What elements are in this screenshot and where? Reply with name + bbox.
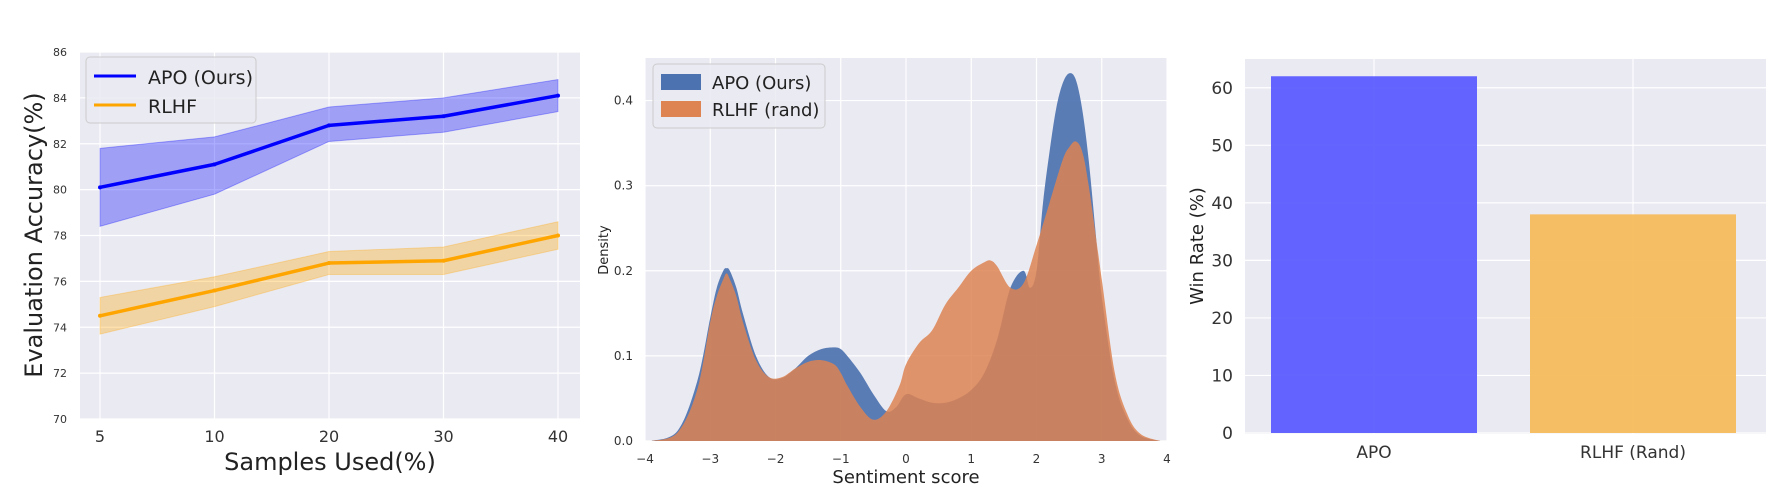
chart1-point-rlhf: [212, 288, 217, 293]
chart3-y-axis-label: Win Rate (%): [1187, 187, 1208, 305]
chart2-legend-swatch-apo: [661, 74, 701, 90]
chart1-point-rlhf: [556, 233, 560, 238]
chart1-legend-label-rlhf: RLHF: [148, 96, 197, 118]
chart2-x-tick-labels: −4 −3 −2 −1 0 1 2 3 4: [636, 452, 1171, 466]
chart1-x-tick-label: 5: [95, 427, 105, 446]
chart1-legend: APO (Ours) RLHF: [85, 56, 257, 124]
chart1-y-tick-label: 72: [53, 367, 67, 380]
chart2-y-tick-label: 0.2: [614, 264, 633, 278]
chart3-y-tick-label: 0: [1222, 424, 1233, 444]
chart1-point-rlhf: [327, 261, 331, 266]
chart3-bars: [1271, 76, 1736, 433]
chart1-y-tick-label: 74: [53, 321, 67, 334]
sentiment-density-chart: 0.0 0.1 0.2 0.3 0.4 −4 −3 −2 −1 0 1 2 3 4 Sentiment …: [597, 58, 1171, 488]
chart2-x-tick-label: −4: [636, 452, 654, 466]
chart1-band-rlhf: [99, 221, 559, 335]
chart1-point-apo: [98, 185, 102, 190]
chart1-legend-label-apo: APO (Ours): [148, 67, 253, 89]
chart1-y-tick-label: 70: [53, 413, 67, 426]
chart1-y-tick-label: 84: [53, 92, 67, 105]
chart3-x-tick-label: APO: [1356, 443, 1391, 463]
chart2-x-tick-label: −3: [701, 452, 719, 466]
chart2-y-tick-label: 0.3: [614, 179, 633, 193]
chart2-x-axis-label: Sentiment score: [832, 467, 979, 488]
chart1-point-apo: [212, 162, 217, 167]
chart2-x-tick-label: −1: [832, 452, 850, 466]
chart2-x-tick-label: 0: [902, 452, 910, 466]
chart3-x-tick-label: RLHF (Rand): [1580, 443, 1686, 463]
chart2-area-rlhf: [651, 141, 1161, 441]
chart1-x-axis-label: Samples Used(%): [224, 448, 436, 476]
chart1-y-tick-label: 78: [53, 230, 67, 243]
chart3-y-tick-label: 40: [1211, 194, 1233, 214]
chart3-bar-apo: [1271, 76, 1477, 433]
chart1-point-rlhf: [98, 313, 102, 318]
chart1-y-axis-label: Evaluation Accuracy(%): [20, 92, 48, 377]
chart2-y-tick-label: 0.0: [614, 434, 633, 448]
chart2-x-tick-label: 1: [967, 452, 975, 466]
chart1-point-apo: [556, 93, 560, 98]
chart3-y-tick-label: 20: [1211, 309, 1233, 329]
chart1-point-apo: [327, 123, 331, 128]
chart3-y-tick-label: 50: [1211, 136, 1233, 156]
chart1-x-tick-label: 40: [548, 427, 568, 446]
chart3-y-tick-label: 60: [1211, 79, 1233, 99]
chart1-y-tick-label: 80: [53, 184, 67, 197]
win-rate-bar-chart: 0 10 20 30 40 50 60 APO RLHF (Rand) Win Rate (%…: [1187, 59, 1766, 463]
chart1-point-apo: [441, 114, 446, 119]
chart2-legend-label-rlhf: RLHF (rand): [712, 100, 819, 121]
chart1-y-tick-label: 76: [53, 275, 67, 288]
chart2-density-areas: [651, 73, 1161, 441]
chart1-x-tick-label: 30: [433, 427, 453, 446]
chart2-y-axis-label: Density: [597, 225, 612, 275]
chart2-x-tick-label: 2: [1033, 452, 1041, 466]
chart3-bar-rlhf-rand: [1530, 214, 1736, 433]
chart1-x-tick-label: 20: [319, 427, 339, 446]
chart1-y-tick-label: 86: [53, 46, 67, 59]
chart2-legend: APO (Ours) RLHF (rand): [652, 63, 826, 129]
chart2-x-tick-label: 4: [1163, 452, 1171, 466]
chart2-legend-label-apo: APO (Ours): [712, 73, 811, 94]
chart2-x-tick-label: −2: [767, 452, 785, 466]
chart2-y-tick-label: 0.4: [614, 94, 633, 108]
chart1-y-tick-labels: 70 72 74 76 78 80 82 84 86: [53, 46, 67, 426]
chart1-x-tick-labels: 5 10 20 30 40: [95, 427, 568, 446]
chart1-series-lines: [98, 93, 560, 318]
chart2-legend-swatch-rlhf: [661, 101, 701, 117]
chart2-x-tick-label: 3: [1098, 452, 1106, 466]
chart1-point-rlhf: [441, 258, 446, 263]
chart1-y-tick-label: 82: [53, 138, 67, 151]
chart3-y-tick-label: 10: [1211, 366, 1233, 386]
chart2-y-tick-label: 0.1: [614, 349, 633, 363]
chart2-y-tick-labels: 0.0 0.1 0.2 0.3 0.4: [614, 94, 633, 448]
chart3-y-tick-label: 30: [1211, 251, 1233, 271]
chart3-x-tick-labels: APO RLHF (Rand): [1356, 443, 1686, 463]
accuracy-line-chart: 70 72 74 76 78 80 82 84 86 5 10 20 30 40 Samples Use…: [20, 46, 580, 476]
chart1-x-tick-label: 10: [204, 427, 224, 446]
chart3-y-tick-labels: 0 10 20 30 40 50 60: [1211, 79, 1233, 444]
